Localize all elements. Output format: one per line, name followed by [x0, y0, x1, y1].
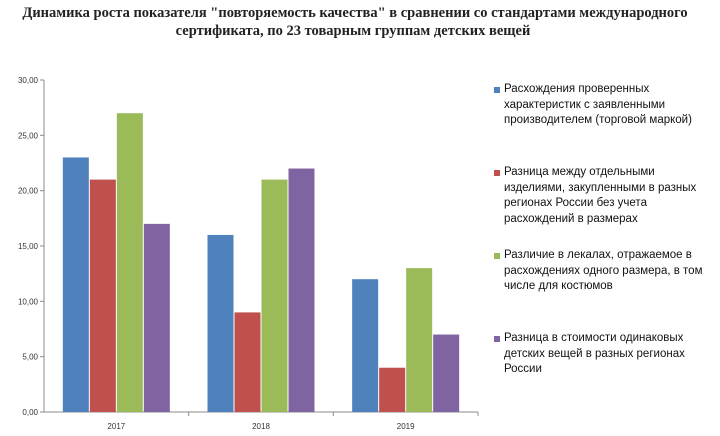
y-tick-label: 10,00: [18, 297, 39, 306]
legend-label: Расхождения проверенных характеристик с …: [504, 83, 692, 126]
legend-label: Разница между отдельными изделиями, заку…: [504, 166, 697, 225]
bar: [62, 157, 89, 412]
bar: [143, 223, 170, 412]
bar: [433, 334, 460, 412]
x-tick-label: 2017: [107, 422, 125, 431]
y-tick-label: 5,00: [22, 353, 38, 362]
y-tick-label: 20,00: [18, 187, 39, 196]
legend-label: Различие в лекалах, отражаемое в расхожд…: [504, 249, 703, 292]
bar: [288, 168, 315, 412]
y-tick-label: 25,00: [18, 131, 39, 140]
x-tick-label: 2018: [252, 422, 270, 431]
chart-title: Динамика роста показателя "повторяемость…: [0, 4, 720, 40]
y-tick-label: 30,00: [18, 76, 39, 85]
legend-label: Разница в стоимости одинаковых детских в…: [504, 332, 685, 375]
bar: [379, 367, 406, 412]
y-tick-label: 0,00: [22, 408, 38, 417]
legend-swatch: [494, 170, 500, 176]
legend-swatch: [494, 253, 500, 259]
legend-swatch: [494, 87, 500, 93]
bar: [207, 234, 234, 412]
legend-swatch: [494, 336, 500, 342]
bar: [261, 179, 288, 412]
y-tick-label: 15,00: [18, 242, 39, 251]
bar: [89, 179, 116, 412]
x-tick-label: 2019: [397, 422, 415, 431]
chart-title-line-1: Динамика роста показателя "повторяемость…: [22, 5, 688, 21]
bar: [352, 279, 379, 412]
chart-title-line-2: сертификата, по 23 товарным группам детс…: [175, 23, 531, 39]
bar: [116, 113, 143, 412]
bar: [406, 268, 433, 412]
bar: [234, 312, 261, 412]
